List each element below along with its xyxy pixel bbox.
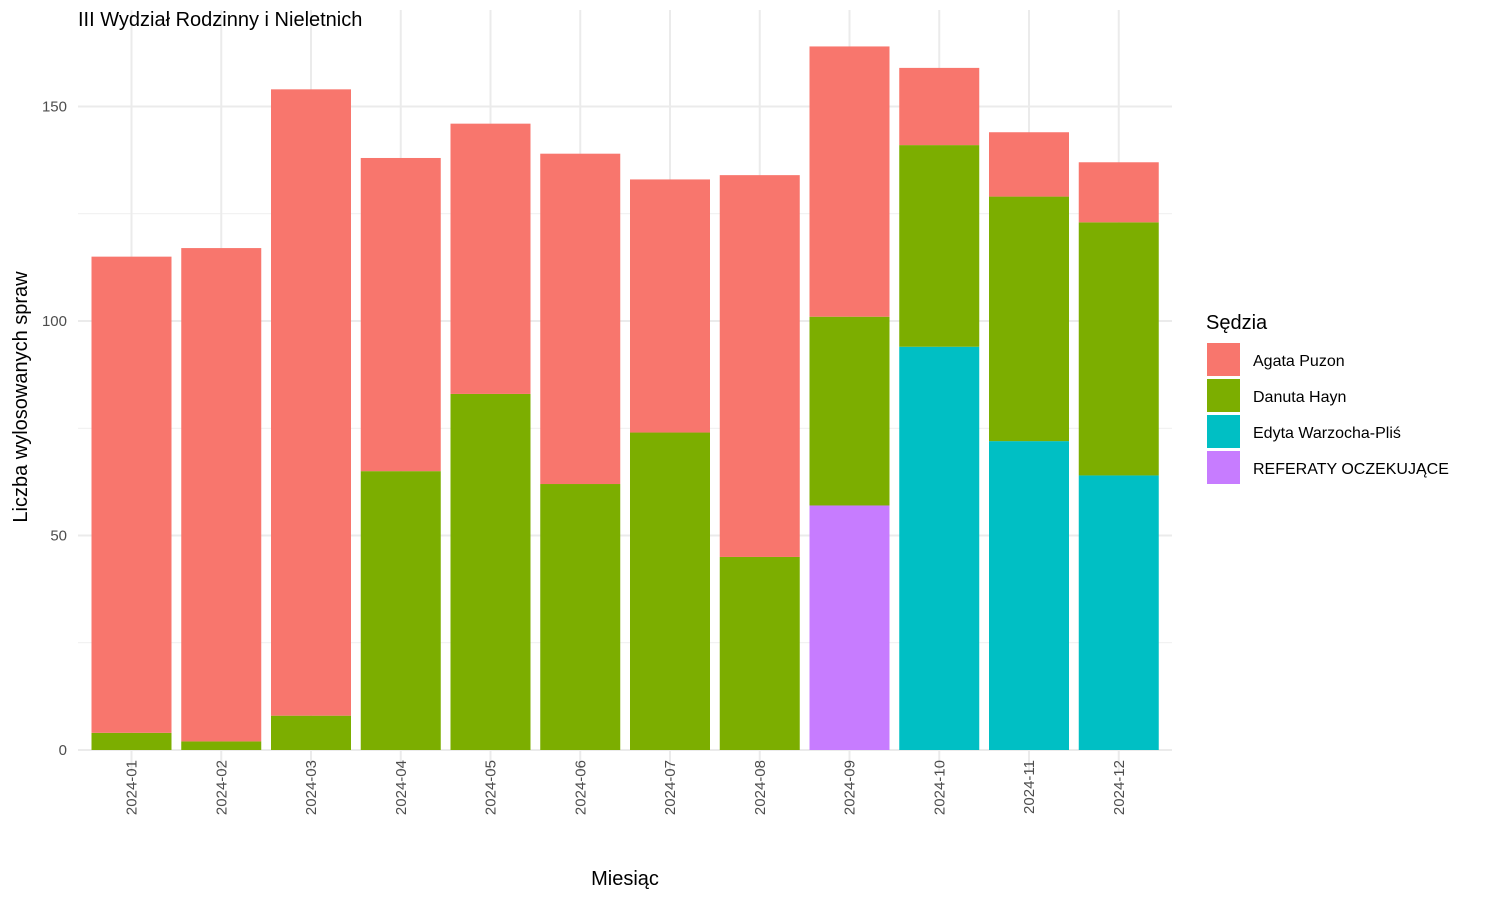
bar-segment bbox=[1078, 222, 1159, 476]
bar-segment bbox=[989, 441, 1069, 750]
bar-segment bbox=[450, 123, 531, 394]
x-tick-label: 2024-07 bbox=[662, 760, 679, 815]
bar-segment bbox=[360, 157, 441, 472]
y-tick-label: 0 bbox=[59, 742, 67, 759]
bar-segment bbox=[450, 393, 531, 750]
legend: Sędzia Agata Puzon Danuta Hayn Edyta Warzo… bbox=[1206, 312, 1449, 484]
x-tick-label: 2024-10 bbox=[931, 760, 948, 815]
y-axis-title: Liczba wylosowanych spraw bbox=[10, 271, 32, 523]
bar-segment bbox=[271, 715, 351, 750]
x-axis-title: Miesiąc bbox=[591, 868, 659, 890]
bar-segment bbox=[91, 732, 172, 750]
legend-label: Edyta Warzocha-Pliś bbox=[1253, 425, 1401, 442]
bar-segment bbox=[899, 145, 980, 347]
x-tick-label: 2024-11 bbox=[1021, 760, 1038, 814]
bar-segment bbox=[899, 346, 980, 750]
bar-segment bbox=[1078, 475, 1159, 750]
y-axis-ticks: 0 50 100 150 bbox=[42, 99, 67, 760]
bar-segment bbox=[181, 741, 262, 750]
legend-swatch bbox=[1207, 415, 1240, 448]
legend-swatch bbox=[1207, 379, 1240, 412]
bar-segment bbox=[1078, 162, 1159, 223]
bar-segment bbox=[181, 248, 262, 742]
bar-segment bbox=[540, 153, 621, 485]
bar-segment bbox=[540, 484, 621, 750]
legend-swatch bbox=[1207, 343, 1240, 376]
x-tick-label: 2024-12 bbox=[1111, 760, 1128, 815]
bar-segment bbox=[719, 556, 800, 750]
bar-segment bbox=[989, 132, 1069, 197]
legend-swatch bbox=[1207, 451, 1240, 484]
bar-segment bbox=[630, 179, 710, 433]
y-tick-label: 50 bbox=[50, 528, 67, 545]
y-tick-label: 100 bbox=[42, 313, 67, 330]
x-axis-ticks: 2024-01 2024-02 2024-03 2024-04 2024-05 2024-… bbox=[124, 760, 1128, 815]
bar-segment bbox=[989, 196, 1069, 442]
x-tick-label: 2024-09 bbox=[842, 760, 859, 815]
x-tick-label: 2024-01 bbox=[124, 760, 141, 815]
legend-label: Agata Puzon bbox=[1253, 353, 1345, 370]
bar-segment bbox=[271, 89, 351, 716]
x-tick-label: 2024-06 bbox=[572, 760, 589, 815]
x-tick-label: 2024-08 bbox=[752, 760, 769, 815]
bar-segment bbox=[630, 432, 710, 750]
x-tick-label: 2024-04 bbox=[393, 760, 410, 815]
bar-segment bbox=[360, 471, 441, 750]
bar-segment bbox=[809, 505, 890, 750]
bars bbox=[91, 46, 1159, 750]
bar-segment bbox=[899, 67, 980, 146]
x-tick-label: 2024-05 bbox=[483, 760, 500, 815]
legend-label: Danuta Hayn bbox=[1253, 389, 1346, 406]
x-tick-label: 2024-02 bbox=[213, 760, 230, 815]
bar-segment bbox=[91, 256, 172, 733]
x-tick-label: 2024-03 bbox=[303, 760, 320, 815]
bar-segment bbox=[809, 46, 890, 317]
chart-title: III Wydział Rodzinny i Nieletnich bbox=[78, 9, 362, 31]
y-tick-label: 150 bbox=[42, 99, 67, 116]
bar-segment bbox=[719, 175, 800, 557]
legend-title: Sędzia bbox=[1206, 312, 1268, 334]
bar-segment bbox=[809, 316, 890, 506]
legend-label: REFERATY OCZEKUJĄCE bbox=[1253, 461, 1449, 478]
